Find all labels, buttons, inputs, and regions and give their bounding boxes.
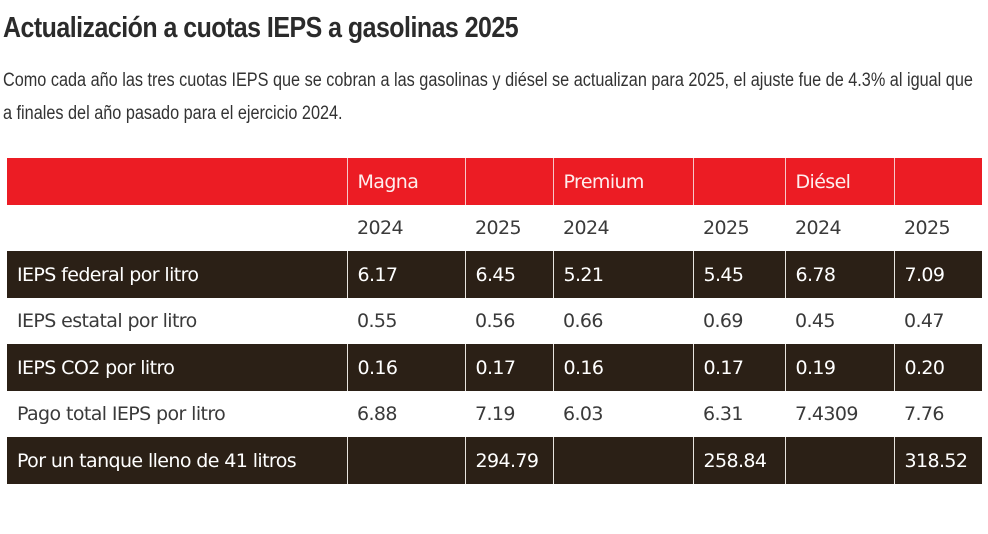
row-label: Pago total IEPS por litro	[7, 391, 347, 437]
value-cell: 258.84	[692, 437, 785, 484]
year-cell	[7, 205, 347, 251]
header-cell-diesel: Diésel	[784, 158, 894, 205]
row-label: IEPS federal por litro	[7, 251, 347, 298]
value-cell: 6.88	[347, 391, 465, 437]
header-cell-blank	[7, 158, 347, 205]
year-cell: 2025	[693, 205, 785, 251]
value-cell: 294.79	[464, 437, 553, 484]
year-cell: 2024	[553, 205, 693, 251]
value-cell: 6.78	[784, 251, 894, 298]
value-cell: 7.76	[894, 391, 982, 437]
page-title: Actualización a cuotas IEPS a gasolinas …	[3, 12, 519, 44]
value-cell	[346, 437, 465, 484]
value-cell: 6.31	[693, 391, 785, 437]
value-cell: 0.66	[553, 298, 693, 344]
value-cell: 0.55	[347, 298, 465, 344]
value-cell	[552, 437, 693, 484]
value-cell: 7.19	[465, 391, 553, 437]
page-subtitle: Como cada año las tres cuotas IEPS que s…	[3, 70, 973, 124]
value-cell: 6.17	[346, 251, 465, 298]
row-label: IEPS estatal por litro	[7, 298, 347, 344]
header-cell-blank	[893, 158, 982, 205]
row-label: IEPS CO2 por litro	[7, 344, 347, 391]
year-cell: 2025	[894, 205, 982, 251]
year-header-row: 2024 2025 2024 2025 2024 2025	[7, 205, 982, 251]
value-cell	[784, 437, 894, 484]
table-row-ieps-federal: IEPS federal por litro 6.17 6.45 5.21 5.…	[7, 251, 982, 298]
value-cell: 0.20	[893, 344, 982, 391]
ieps-table: Magna Premium Diésel 2024 2025 2024 2025…	[7, 158, 982, 484]
table-row-ieps-estatal: IEPS estatal por litro 0.55 0.56 0.66 0.…	[7, 298, 982, 344]
row-label: Por un tanque lleno de 41 litros	[7, 437, 347, 484]
value-cell: 7.4309	[785, 391, 894, 437]
value-cell: 5.45	[692, 251, 785, 298]
value-cell: 0.19	[784, 344, 894, 391]
value-cell: 0.69	[693, 298, 785, 344]
value-cell: 6.45	[464, 251, 553, 298]
value-cell: 0.16	[346, 344, 465, 391]
value-cell: 0.47	[894, 298, 982, 344]
header-cell-blank	[464, 158, 553, 205]
value-cell: 318.52	[893, 437, 982, 484]
header-cell-magna: Magna	[346, 158, 465, 205]
header-cell-premium: Premium	[552, 158, 693, 205]
table-row-ieps-co2: IEPS CO2 por litro 0.16 0.17 0.16 0.17 0…	[7, 344, 982, 391]
fuel-header-row: Magna Premium Diésel	[7, 158, 982, 205]
year-cell: 2025	[465, 205, 553, 251]
year-cell: 2024	[347, 205, 465, 251]
value-cell: 0.56	[465, 298, 553, 344]
table-row-tanque-lleno: Por un tanque lleno de 41 litros 294.79 …	[7, 437, 982, 484]
year-cell: 2024	[785, 205, 894, 251]
value-cell: 0.45	[785, 298, 894, 344]
value-cell: 6.03	[553, 391, 693, 437]
value-cell: 5.21	[552, 251, 693, 298]
table-row-pago-total: Pago total IEPS por litro 6.88 7.19 6.03…	[7, 391, 982, 437]
header-cell-blank	[692, 158, 785, 205]
value-cell: 7.09	[893, 251, 982, 298]
value-cell: 0.16	[552, 344, 693, 391]
value-cell: 0.17	[464, 344, 553, 391]
value-cell: 0.17	[692, 344, 785, 391]
